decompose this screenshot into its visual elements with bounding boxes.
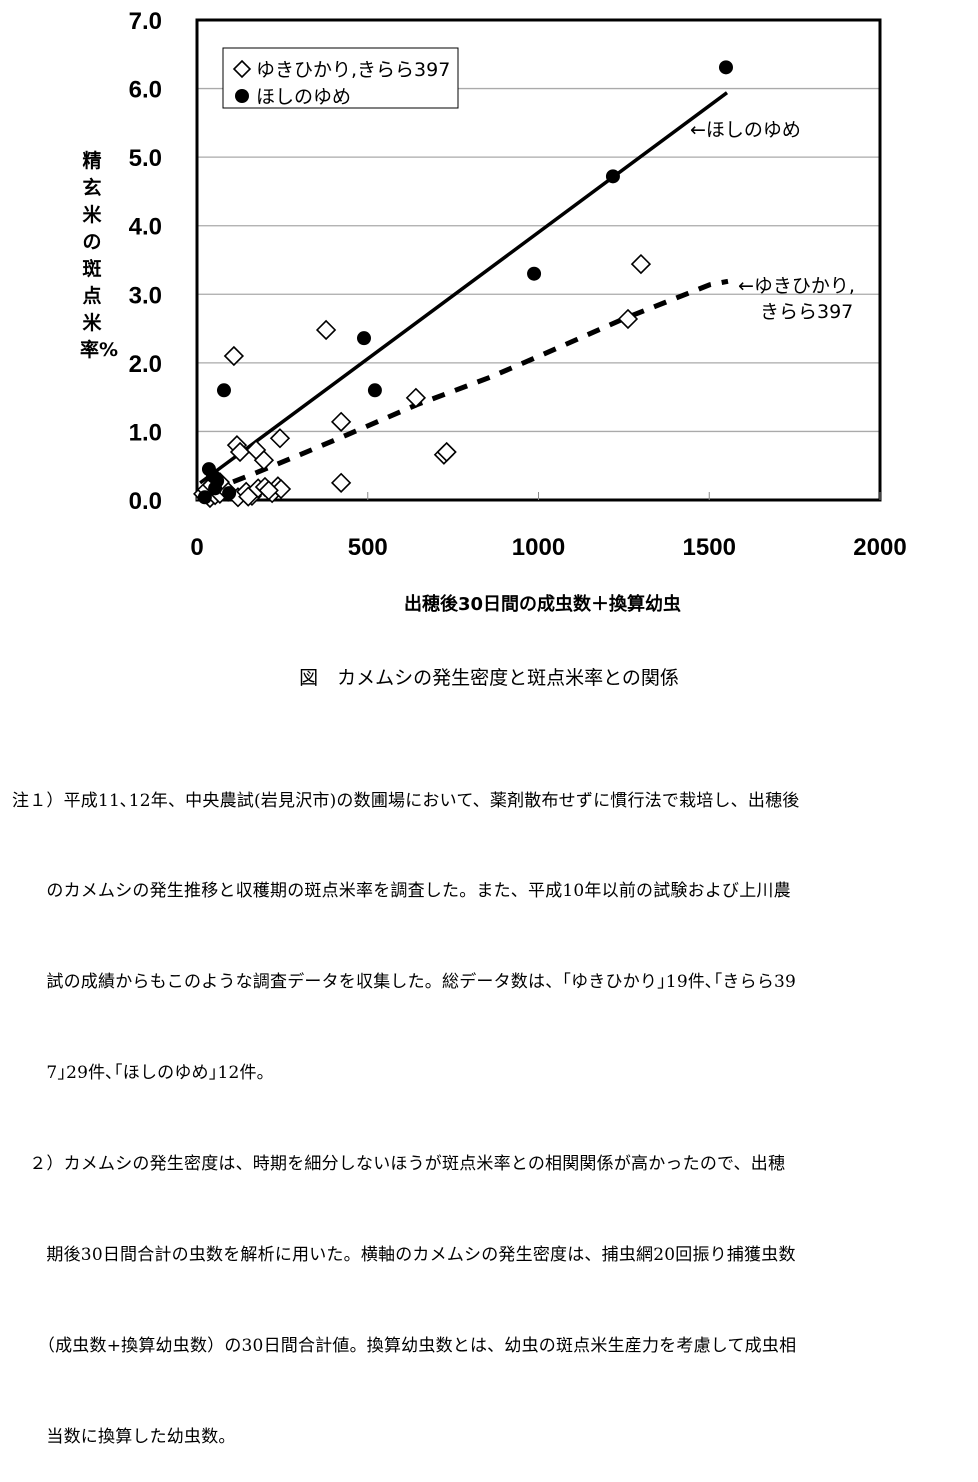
data-point-diamond bbox=[315, 319, 337, 341]
data-point-diamond bbox=[617, 308, 639, 330]
data-point-circle bbox=[197, 490, 212, 505]
y-tick-label: 7.0 bbox=[129, 8, 162, 35]
y-tick-label: 4.0 bbox=[129, 214, 162, 241]
data-point-circle bbox=[527, 266, 542, 281]
note-line: 当数に換算した幼虫数。 bbox=[12, 1426, 236, 1447]
note-line: 期後30日間合計の虫数を解析に用いた。横軸のカメムシの発生密度は、捕虫網20回振… bbox=[12, 1245, 796, 1266]
trendline bbox=[209, 278, 729, 493]
annotation: ←ゆきひかり, bbox=[738, 275, 855, 297]
x-tick-label: 0 bbox=[190, 534, 203, 561]
legend-label: ゆきひかり,きらら397 bbox=[256, 59, 450, 81]
data-point-circle bbox=[208, 481, 223, 496]
notes: 注１）平成11､12年、中央農試(岩見沢市)の数圃場において、薬剤散布せずに慣行… bbox=[12, 725, 799, 1482]
data-point-diamond bbox=[269, 428, 291, 449]
y-tick-label: 2.0 bbox=[129, 351, 162, 378]
note-line: 7｣29件､｢ほしのゆめ｣12件。 bbox=[12, 1063, 274, 1084]
legend-marker-diamond bbox=[232, 59, 252, 79]
data-point-diamond bbox=[238, 486, 259, 507]
y-tick-label: 0.0 bbox=[129, 488, 162, 515]
y-tick-label: 1.0 bbox=[129, 419, 162, 446]
data-point-diamond bbox=[630, 253, 652, 275]
note-line: 試の成績からもこのような調査データを収集した。総データ数は、｢ゆきひかり｣19件… bbox=[12, 972, 797, 993]
x-axis-label: 出穂後30日間の成虫数＋換算幼虫 bbox=[403, 594, 682, 615]
annotation: きらら397 bbox=[760, 301, 853, 323]
x-tick-label: 2000 bbox=[853, 534, 906, 561]
data-point-circle bbox=[367, 383, 382, 398]
x-tick-label: 1000 bbox=[512, 534, 565, 561]
note-line: （成虫数+換算幼虫数）の30日間合計値。換算幼虫数とは、幼虫の斑点米生産力を考慮… bbox=[12, 1335, 797, 1356]
y-axis-label: 精玄米の斑点米率% bbox=[80, 150, 119, 361]
legend-label: ほしのゆめ bbox=[256, 86, 351, 108]
legend-marker-circle bbox=[235, 89, 249, 103]
data-point-diamond bbox=[436, 441, 457, 463]
x-tick-label: 500 bbox=[348, 534, 388, 561]
data-point-circle bbox=[216, 383, 231, 398]
data-point-circle bbox=[356, 331, 371, 346]
data-point-diamond bbox=[223, 345, 245, 367]
y-tick-label: 5.0 bbox=[129, 145, 162, 172]
data-point-diamond bbox=[330, 472, 352, 493]
data-point-diamond bbox=[253, 450, 275, 471]
annotation: ←ほしのゆめ bbox=[690, 119, 801, 141]
data-point-circle bbox=[718, 60, 733, 75]
y-tick-label: 6.0 bbox=[129, 77, 162, 104]
note-line: 注１）平成11､12年、中央農試(岩見沢市)の数圃場において、薬剤散布せずに慣行… bbox=[12, 790, 800, 811]
y-tick-label: 3.0 bbox=[129, 282, 162, 309]
data-point-diamond bbox=[405, 387, 427, 408]
note-line: のカメムシの発生推移と収穫期の斑点米率を調査した。また、平成10年以前の試験およ… bbox=[12, 881, 791, 902]
data-point-diamond bbox=[330, 411, 352, 432]
legend bbox=[222, 47, 459, 109]
figure-caption: 図 カメムシの発生密度と斑点米率との関係 bbox=[299, 667, 679, 689]
data-point-circle bbox=[222, 486, 237, 501]
data-point-diamond bbox=[270, 478, 292, 500]
data-point-circle bbox=[201, 462, 216, 477]
data-point-diamond bbox=[258, 480, 279, 501]
data-point-diamond bbox=[229, 441, 251, 463]
data-point-circle bbox=[605, 169, 620, 184]
note-line: ２）カメムシの発生密度は、時期を細分しないほうが斑点米率との相関関係が高かったの… bbox=[12, 1154, 786, 1175]
x-tick-label: 1500 bbox=[683, 534, 736, 561]
trendline bbox=[199, 91, 729, 485]
scatter-chart: 0 500 1000 1500 2000 0.0 1.0 2.0 3.0 4.0 5.0 6.0 7.0… bbox=[129, 8, 907, 561]
